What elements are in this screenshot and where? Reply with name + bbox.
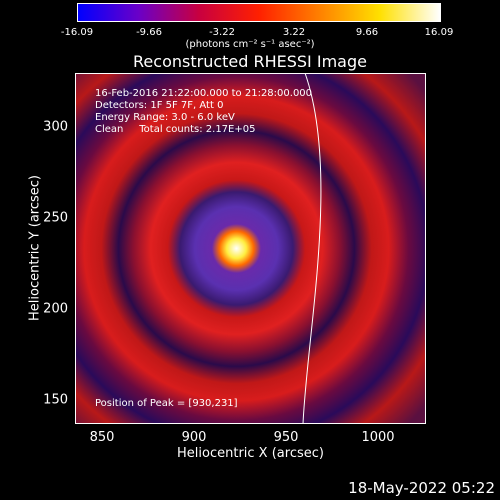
colorbar-tick: 9.66 [355,27,379,38]
y-tick-label: 200 [43,301,68,317]
solar-limb-curve [302,73,322,424]
image-title: Reconstructed RHESSI Image [133,52,367,71]
timestamp: 18-May-2022 05:22 [348,479,495,497]
peak-position: Position of Peak = [930,231] [95,398,238,409]
heatmap-plot [75,73,426,424]
colorbar-tick: 16.09 [424,27,454,38]
colorbar [77,3,441,22]
x-tick-label: 1000 [361,430,395,445]
x-tick-label: 850 [89,430,115,445]
info-detectors: Detectors: 1F 5F 7F, Att 0 [95,100,224,111]
y-tick-label: 150 [43,392,68,408]
colorbar-tick: -16.09 [60,27,94,38]
y-tick-label: 300 [43,119,68,135]
info-energy: Energy Range: 3.0 - 6.0 keV [95,112,235,123]
y-axis-label: Heliocentric Y (arcsec) [27,175,43,321]
x-tick-label: 950 [273,430,299,445]
x-tick-label: 900 [181,430,207,445]
colorbar-units: (photons cm⁻² s⁻¹ asec⁻²) [185,39,315,50]
heatmap-image [75,73,426,424]
info-clean: Clean Total counts: 2.17E+05 [95,124,256,135]
colorbar-tick: -9.66 [136,27,162,38]
y-tick-label: 250 [43,210,68,226]
colorbar-tick: -3.22 [209,27,235,38]
colorbar-tick: 3.22 [282,27,306,38]
x-axis-label: Heliocentric X (arcsec) [177,446,324,461]
info-time: 16-Feb-2016 21:22:00.000 to 21:28:00.000 [95,88,313,99]
